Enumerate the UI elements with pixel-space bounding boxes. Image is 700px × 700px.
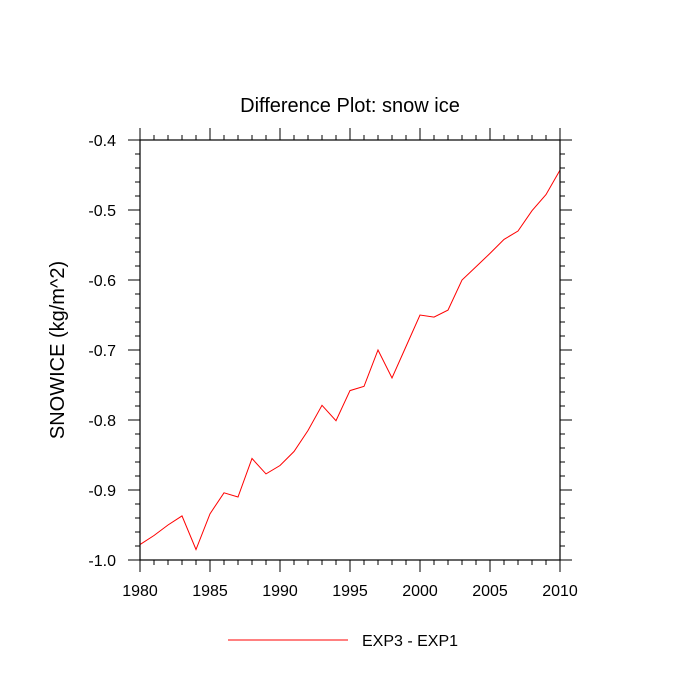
x-tick-label: 2010 bbox=[542, 583, 578, 600]
y-axis-label: SNOWICE (kg/m^2) bbox=[47, 261, 69, 439]
y-tick-label: -0.6 bbox=[88, 273, 116, 290]
x-tick-label: 1990 bbox=[262, 583, 298, 600]
x-tick-label: 1985 bbox=[192, 583, 228, 600]
y-tick-label: -0.5 bbox=[88, 203, 116, 220]
y-tick-label: -0.8 bbox=[88, 413, 116, 430]
series-line bbox=[139, 169, 561, 551]
y-tick-label: -1.0 bbox=[88, 553, 116, 570]
series-layer bbox=[139, 169, 561, 551]
plot-frame bbox=[139, 139, 561, 561]
y-tick-label: -0.4 bbox=[88, 133, 116, 150]
x-tick-label: 2005 bbox=[472, 583, 508, 600]
legend: EXP3 - EXP1 bbox=[228, 633, 458, 650]
x-tick-label: 1980 bbox=[122, 583, 158, 600]
chart-title: Difference Plot: snow ice bbox=[240, 95, 460, 117]
legend-label: EXP3 - EXP1 bbox=[362, 633, 458, 650]
y-tick-label: -0.9 bbox=[88, 483, 116, 500]
axis-ticks: 1980 1985 1990 1995 2000 2005 2010 -0.4 -0.5 -0.6… bbox=[88, 128, 578, 600]
x-tick-label: 2000 bbox=[402, 583, 438, 600]
x-tick-label: 1995 bbox=[332, 583, 368, 600]
y-tick-label: -0.7 bbox=[88, 343, 116, 360]
